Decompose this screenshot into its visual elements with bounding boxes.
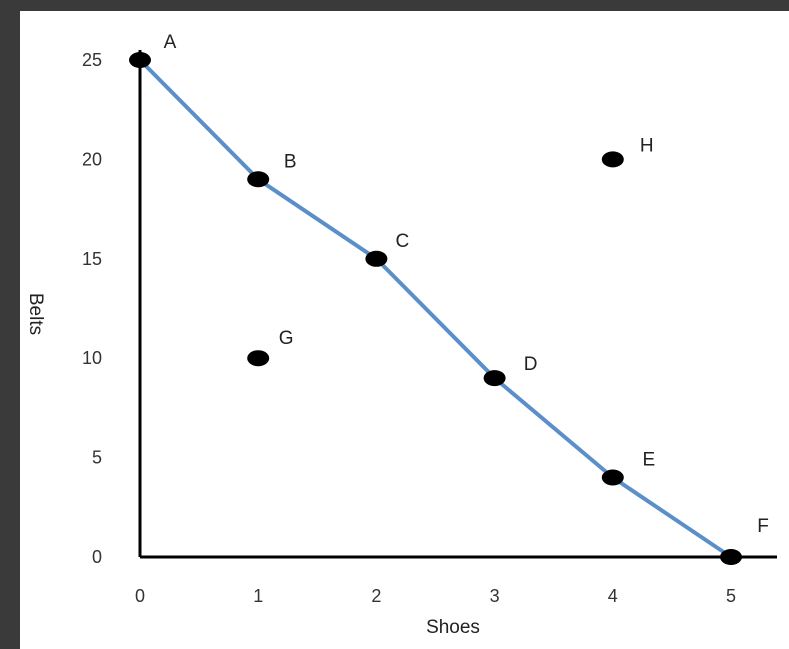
chart-background — [20, 11, 789, 649]
ppf-curve-line — [138, 58, 733, 559]
point-e — [601, 469, 624, 486]
curve-layer — [138, 58, 733, 559]
point-f — [720, 549, 742, 565]
y-tick-label: 10 — [82, 348, 102, 368]
point-c — [365, 250, 388, 267]
data-points — [129, 52, 742, 565]
point-a — [129, 52, 151, 68]
point-labels: A B C D E F G H — [164, 32, 769, 537]
point-label-g: G — [279, 328, 294, 349]
y-tick-label: 20 — [82, 149, 102, 169]
point-label-e: E — [642, 449, 655, 470]
x-axis-label: Shoes — [426, 617, 480, 638]
x-tick-label: 2 — [371, 586, 381, 606]
y-tick-label: 0 — [92, 547, 102, 567]
x-tick-label: 4 — [608, 586, 618, 606]
point-label-c: C — [396, 231, 410, 252]
point-d — [483, 370, 506, 387]
y-tick-label: 25 — [82, 50, 102, 70]
x-tick-label: 1 — [253, 586, 263, 606]
point-label-d: D — [524, 354, 538, 375]
x-tick-label: 3 — [490, 586, 500, 606]
x-tick-label: 5 — [726, 586, 736, 606]
point-label-b: B — [284, 151, 297, 172]
point-b — [247, 171, 270, 188]
y-tick-label: 15 — [82, 249, 102, 269]
y-axis-label: Belts — [25, 293, 46, 335]
x-tick-label: 0 — [135, 586, 145, 606]
point-g — [247, 350, 270, 367]
point-label-f: F — [757, 516, 769, 537]
point-h — [601, 151, 624, 168]
axes — [138, 50, 777, 559]
y-tick-labels: 0 5 10 15 20 25 — [82, 50, 102, 567]
point-label-h: H — [640, 135, 654, 156]
y-tick-label: 5 — [92, 448, 102, 468]
point-label-a: A — [164, 32, 177, 53]
x-tick-labels: 0 1 2 3 4 5 — [135, 586, 736, 606]
